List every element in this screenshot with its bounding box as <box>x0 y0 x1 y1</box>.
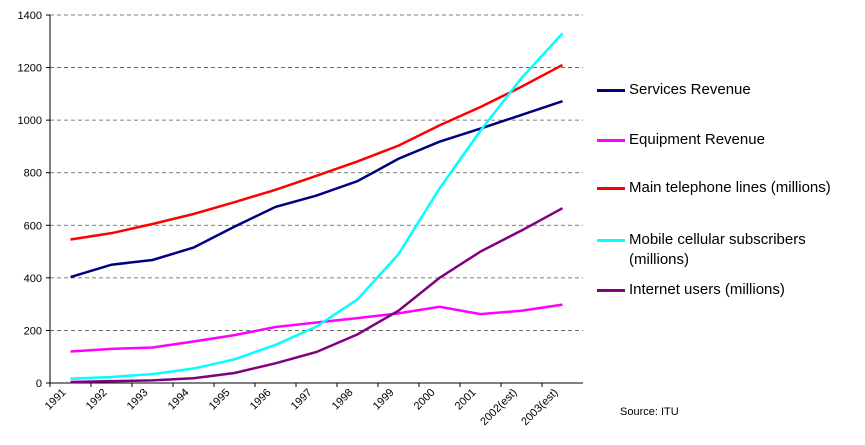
x-tick-label: 2000 <box>412 387 438 413</box>
y-tick-label: 1000 <box>18 115 42 127</box>
legend-swatch <box>597 187 625 190</box>
series-line <box>70 32 564 381</box>
legend-label: Services Revenue <box>629 81 751 98</box>
y-tick-label: 400 <box>24 273 42 285</box>
legend-swatch <box>597 89 625 92</box>
x-tick-label: 2003(est) <box>519 387 560 428</box>
x-tick-label: 1997 <box>289 387 315 413</box>
legend-label: Internet users (millions) <box>629 281 785 298</box>
legend-label: Equipment Revenue <box>629 131 765 148</box>
x-tick-label: 1993 <box>125 387 151 413</box>
chart: 0 200 400 600 800 1000 1200 1400 1991 1992 1993 199… <box>18 10 583 428</box>
y-tick-label: 1400 <box>18 10 42 22</box>
series-line <box>70 63 564 241</box>
x-tick-label: 2002(est) <box>478 387 519 428</box>
y-tick-label: 0 <box>36 378 42 390</box>
legend-entry: Main telephone lines (millions) <box>597 178 859 198</box>
series-line <box>70 207 564 384</box>
legend-swatch <box>597 139 625 142</box>
x-tick-label: 1995 <box>207 387 233 413</box>
x-tick-label: 2001 <box>453 387 479 413</box>
x-tick-label: 1994 <box>166 387 192 413</box>
series-line <box>70 303 563 353</box>
legend-entry: Internet users (millions) <box>597 280 859 300</box>
x-tick-label: 1998 <box>330 387 356 413</box>
legend-label: Main telephone lines (millions) <box>629 179 831 196</box>
series-line <box>70 100 563 279</box>
y-tick-label: 1200 <box>18 63 42 75</box>
y-tick-label: 200 <box>24 325 42 337</box>
x-tick-label: 1991 <box>43 387 69 413</box>
y-tick-label: 600 <box>24 220 42 232</box>
legend-entry: Mobile cellular subscribers (millions) <box>597 230 859 270</box>
legend-swatch <box>597 289 625 292</box>
legend-entry: Equipment Revenue <box>597 130 859 150</box>
legend-label: Mobile cellular subscribers (millions) <box>629 231 806 268</box>
x-tick-label: 1996 <box>248 387 274 413</box>
x-tick-label: 1999 <box>371 387 397 413</box>
source-note: Source: ITU <box>620 406 679 418</box>
legend-entry: Services Revenue <box>597 80 859 100</box>
x-tick-label: 1992 <box>84 387 110 413</box>
legend-swatch <box>597 239 625 242</box>
y-tick-label: 800 <box>24 168 42 180</box>
